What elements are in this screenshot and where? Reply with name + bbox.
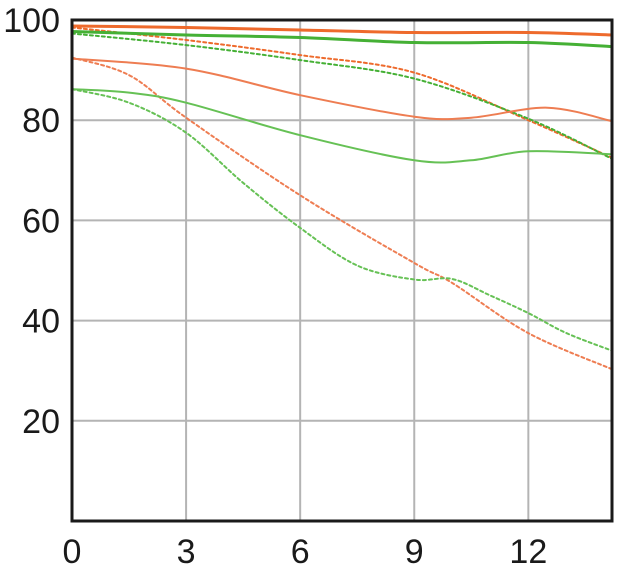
x-tick-label: 12 bbox=[509, 533, 547, 571]
series-line-1 bbox=[70, 24, 614, 37]
x-axis-tick-labels: 0 3 6 9 12 bbox=[63, 533, 548, 571]
series-line-2 bbox=[71, 26, 613, 159]
series-line-6 bbox=[71, 56, 613, 371]
plot-frame bbox=[70, 18, 614, 523]
series-line-4 bbox=[71, 32, 613, 160]
y-tick-label: 40 bbox=[22, 303, 60, 341]
y-tick-label: 20 bbox=[22, 403, 60, 441]
y-axis-tick-labels: 20 40 60 80 100 bbox=[3, 2, 60, 441]
x-tick-label: 3 bbox=[177, 533, 196, 571]
x-tick-label: 9 bbox=[405, 533, 424, 571]
y-tick-label: 100 bbox=[3, 2, 60, 40]
x-tick-label: 0 bbox=[63, 533, 82, 571]
y-tick-label: 60 bbox=[22, 202, 60, 240]
series-line-5 bbox=[71, 57, 613, 123]
x-tick-label: 6 bbox=[291, 533, 310, 571]
series-line-7 bbox=[71, 88, 613, 164]
series-line-8 bbox=[71, 88, 613, 352]
y-tick-label: 80 bbox=[22, 102, 60, 140]
series-lines bbox=[70, 24, 614, 371]
series-line-3 bbox=[70, 30, 614, 49]
